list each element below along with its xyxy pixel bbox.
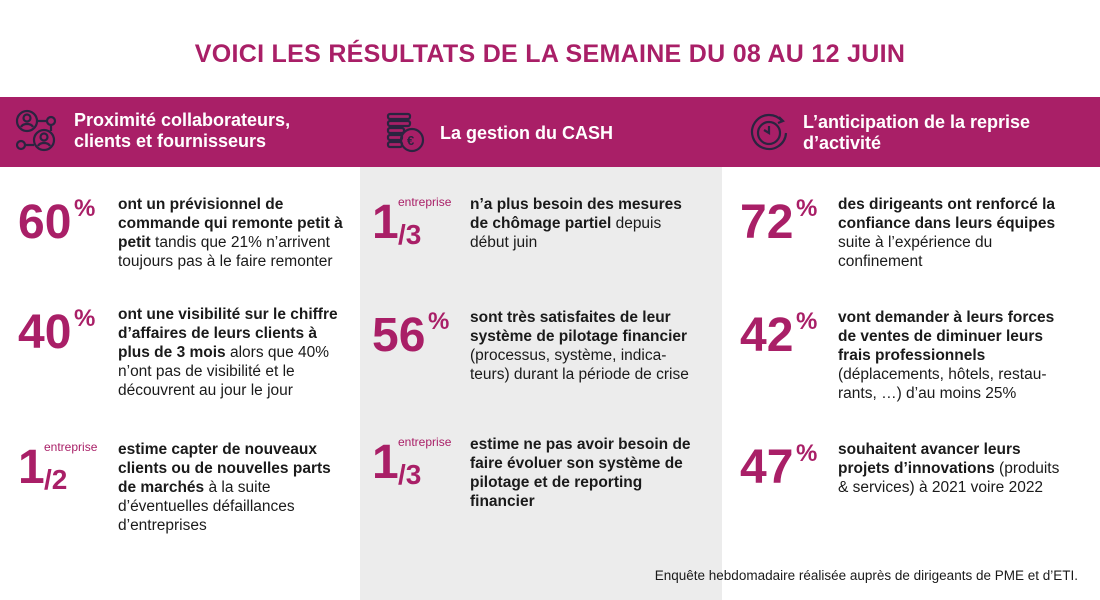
stat-percent-sign: % bbox=[796, 308, 818, 335]
stat-figure: 47% bbox=[740, 440, 838, 500]
stat-description: n’a plus besoin des mesures de chômage p… bbox=[470, 195, 695, 255]
stat-bold-text: ont une visibilité sur le chiffre d’affa… bbox=[118, 306, 338, 361]
stat-item: 72% des dirigeants ont renforcé la confia… bbox=[740, 195, 1063, 271]
stat-percent-sign: % bbox=[796, 195, 818, 222]
footnote: Enquête hebdomadaire réalisée auprès de … bbox=[654, 568, 1078, 583]
stat-item: 1 entreprise/3 estime ne pas avoir besoin … bbox=[372, 435, 695, 511]
euro-coins-icon: € bbox=[386, 112, 425, 153]
stat-regular-text: (processus, système, indica-teurs) duran… bbox=[470, 347, 689, 383]
stat-regular-text: suite à l’expérience du confinement bbox=[838, 234, 993, 270]
stat-number: 56 bbox=[372, 309, 426, 362]
stat-description: des dirigeants ont renforcé la confiance… bbox=[838, 195, 1063, 271]
stat-bold-text: sont très satisfaites de leur système de… bbox=[470, 309, 688, 345]
stat-bold-text: n’a plus besoin des mesures de chômage p… bbox=[470, 196, 682, 232]
stat-description: ont un prévisionnel de commande qui remo… bbox=[118, 195, 343, 271]
stat-unit: entreprise bbox=[398, 195, 452, 209]
stat-description: vont demander à leurs forces de ventes d… bbox=[838, 308, 1063, 403]
stat-regular-text: (déplacements, hôtels, restau-rants, …) … bbox=[838, 366, 1047, 402]
stat-description: sont très satisfaites de leur système de… bbox=[470, 308, 695, 384]
heading-line: L’anticipation de la reprise bbox=[803, 112, 1031, 132]
stat-number: 72 bbox=[740, 196, 794, 249]
stat-figure: 40% bbox=[18, 305, 118, 365]
stat-number: 60 bbox=[18, 196, 72, 249]
stat-figure: 42% bbox=[740, 308, 838, 368]
stat-unit: entreprise bbox=[398, 435, 452, 449]
stat-item: 1 entreprise/3 n’a plus besoin des mesures… bbox=[372, 195, 695, 255]
stat-regular-text: tandis que 21% n’arrivent toujours pas à… bbox=[118, 234, 333, 270]
column-header-anticipation: L’anticipation de la reprise d’activité bbox=[749, 112, 1030, 154]
stat-description: souhaitent avancer leurs projets d’innov… bbox=[838, 440, 1063, 500]
stat-bold-text: estime ne pas avoir besoin de faire évol… bbox=[470, 436, 691, 510]
header-bar bbox=[0, 97, 1100, 167]
stat-item: 42% vont demander à leurs forces de vente… bbox=[740, 308, 1063, 403]
column-header-cash: € La gestion du CASH bbox=[386, 112, 613, 154]
stat-regular-text: (produits & services) à 2021 voire 2022 bbox=[838, 460, 1060, 496]
stat-bold-text: estime capter de nouveaux clients ou de … bbox=[118, 441, 331, 496]
stat-regular-text: alors que 40% n’ont pas de visibilité et… bbox=[118, 344, 330, 399]
stat-number: 42 bbox=[740, 309, 794, 362]
stat-figure: 60% bbox=[18, 195, 118, 255]
stat-figure: 1 entreprise/2 bbox=[18, 440, 118, 500]
stat-number: 1 bbox=[372, 436, 399, 489]
stat-percent-sign: % bbox=[796, 440, 818, 467]
stat-denominator: /3 bbox=[398, 219, 422, 250]
stat-number: 40 bbox=[18, 306, 72, 359]
cash-column-background bbox=[360, 167, 722, 600]
stat-denominator: /3 bbox=[398, 459, 422, 490]
column-header-proximity: Proximité collaborateurs, clients et four… bbox=[14, 108, 290, 154]
stat-figure: 56% bbox=[372, 308, 470, 368]
stat-percent-sign: % bbox=[428, 308, 450, 335]
stat-figure: 1 entreprise/3 bbox=[372, 435, 470, 495]
stat-number: 47 bbox=[740, 441, 794, 494]
stat-item: 47% souhaitent avancer leurs projets d’in… bbox=[740, 440, 1063, 500]
stat-item: 56% sont très satisfaites de leur système… bbox=[372, 308, 695, 384]
clock-icon bbox=[750, 113, 788, 151]
heading-line: d’activité bbox=[803, 133, 882, 153]
stat-description: estime ne pas avoir besoin de faire évol… bbox=[470, 435, 695, 511]
stat-percent-sign: % bbox=[74, 305, 96, 332]
stat-bold-text: ont un prévisionnel de commande qui remo… bbox=[118, 196, 343, 251]
stat-bold-text: des dirigeants ont renforcé la confiance… bbox=[838, 196, 1056, 232]
stat-bold-text: souhaitent avancer leurs projets d’innov… bbox=[838, 441, 1021, 477]
stat-number: 1 bbox=[372, 196, 399, 249]
stat-description: estime capter de nouveaux clients ou de … bbox=[118, 440, 343, 535]
stat-regular-text: depuis début juin bbox=[470, 215, 662, 251]
network-people-icon bbox=[15, 109, 57, 152]
stat-description: ont une visibilité sur le chiffre d’affa… bbox=[118, 305, 343, 400]
stat-denominator: /2 bbox=[44, 464, 68, 495]
stat-unit: entreprise bbox=[44, 440, 98, 454]
stat-item: 1 entreprise/2 estime capter de nouveaux c… bbox=[18, 440, 343, 535]
stat-regular-text: à la suite d’éventuelles défaillances d’… bbox=[118, 479, 295, 534]
heading-line: La gestion du CASH bbox=[440, 122, 614, 143]
stat-figure: 72% bbox=[740, 195, 838, 255]
heading-line: clients et fournisseurs bbox=[74, 131, 267, 151]
stat-item: 40% ont une visibilité sur le chiffre d’a… bbox=[18, 305, 343, 400]
stat-item: 60% ont un prévisionnel de commande qui r… bbox=[18, 195, 343, 271]
stat-bold-text: vont demander à leurs forces de ventes d… bbox=[838, 309, 1055, 364]
stat-percent-sign: % bbox=[74, 195, 96, 222]
page-title: VOICI LES RÉSULTATS DE LA SEMAINE DU 08 … bbox=[194, 40, 906, 68]
svg-text:€: € bbox=[407, 133, 414, 148]
stat-figure: 1 entreprise/3 bbox=[372, 195, 470, 255]
heading-line: Proximité collaborateurs, bbox=[74, 110, 291, 130]
stat-number: 1 bbox=[18, 441, 45, 494]
